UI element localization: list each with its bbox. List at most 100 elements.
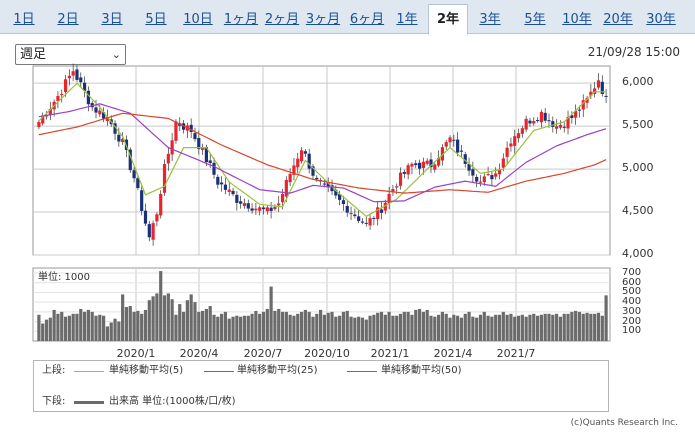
candle-down [570, 115, 574, 119]
candle-up [349, 213, 353, 215]
volume-bar [562, 313, 566, 341]
candle-up [159, 193, 163, 216]
candle-down [307, 153, 311, 169]
period-tabs: 1日 2日 3日 5日 10日 1ヶ月 2ヶ月 3ヶ月 6ヶ月 1年 2年 3年 5年 10年 20年 30年 [0, 0, 695, 35]
candle-up [44, 115, 49, 117]
volume-bar [44, 319, 49, 341]
candle-up [448, 137, 452, 143]
tab-1年[interactable]: 1年 [396, 12, 418, 27]
volume-bar [414, 309, 418, 341]
volume-bar [353, 317, 357, 341]
candle-down [551, 121, 555, 127]
volume-bar [452, 314, 456, 341]
candle-up [296, 158, 300, 168]
volume-bar [516, 315, 521, 341]
volume-bar [391, 315, 395, 341]
candle-down [353, 214, 357, 217]
tab-5年[interactable]: 5年 [524, 12, 546, 27]
tab-2日[interactable]: 2日 [57, 12, 79, 27]
volume-bar [338, 315, 342, 341]
candle-up [383, 202, 387, 211]
candle-down [109, 119, 113, 125]
volume-bar [269, 286, 273, 341]
volume-panel-frame [32, 267, 611, 342]
volume-bar [444, 313, 448, 341]
tab-30年[interactable]: 30年 [646, 12, 676, 27]
candle-down [475, 176, 479, 182]
candle-up [532, 121, 536, 124]
candle-up [524, 118, 528, 130]
candle-up [200, 147, 205, 150]
volume-bar [421, 311, 425, 341]
volume-bar [185, 300, 189, 341]
candle-up [395, 186, 399, 188]
candle-up [155, 214, 159, 222]
price-panel-frame [32, 65, 611, 256]
tab-6ヶ月[interactable]: 6ヶ月 [349, 12, 385, 27]
volume-bar [193, 302, 197, 341]
tab-1日[interactable]: 1日 [13, 12, 35, 27]
tab-3日[interactable]: 3日 [101, 12, 123, 27]
volume-bar [136, 310, 140, 341]
tab-2年[interactable]: 2年 [428, 4, 468, 35]
volume-bar [239, 316, 243, 341]
candle-up [593, 88, 597, 95]
candle-up [185, 125, 189, 131]
tab-1ヶ月[interactable]: 1ヶ月 [223, 12, 259, 27]
volume-bar [288, 314, 292, 341]
volume-bar [596, 312, 601, 341]
tab-10日[interactable]: 10日 [183, 12, 213, 27]
tab-3年[interactable]: 3年 [479, 12, 501, 27]
price-tick-label: 5,000 [622, 161, 654, 175]
candle-up [376, 207, 380, 220]
candle-up [589, 91, 593, 96]
volume-tick-label: 100 [622, 325, 642, 337]
candle-down [417, 162, 422, 169]
volume-bar [121, 294, 125, 341]
candle-up [585, 98, 589, 103]
candle-up [410, 163, 414, 167]
volume-bar [166, 293, 170, 341]
tab-2ヶ月[interactable]: 2ヶ月 [264, 12, 300, 27]
candle-down [379, 209, 384, 213]
candle-up [539, 111, 543, 123]
volume-bar [570, 311, 574, 341]
tab-3ヶ月[interactable]: 3ヶ月 [305, 12, 341, 27]
volume-bar [151, 296, 155, 341]
candle-up [71, 71, 75, 76]
time-tick-label: 2020/1 [116, 347, 156, 360]
candle-down [136, 178, 140, 189]
candle-up [398, 172, 403, 186]
candle-down [90, 103, 94, 108]
volume-unit-label: 単位: 1000 [38, 272, 90, 283]
candle-interval-select[interactable]: 週足 ⌄ [15, 44, 126, 65]
volume-bar [246, 315, 250, 341]
tab-20年[interactable]: 20年 [603, 12, 633, 27]
candle-down [535, 120, 540, 122]
candle-up [566, 117, 570, 129]
candle-down [204, 147, 208, 163]
volume-bar [132, 311, 136, 341]
tab-10年[interactable]: 10年 [562, 12, 592, 27]
candle-down [216, 176, 220, 185]
time-tick-label: 2020/10 [304, 347, 350, 360]
candle-up [433, 164, 437, 170]
volume-bar [383, 314, 387, 341]
candle-down [193, 133, 197, 140]
candle-down [471, 169, 475, 176]
volume-bar [486, 315, 490, 341]
volume-bar [181, 311, 186, 341]
candle-up [478, 181, 483, 183]
volume-bar [147, 300, 151, 341]
volume-bar [581, 313, 585, 341]
legend-volume: 出来高 単位:(1000株/口/枚) [109, 396, 236, 407]
tab-5日[interactable]: 5日 [145, 12, 167, 27]
ma5-line [38, 82, 607, 218]
candle-down [372, 217, 376, 219]
candle-up [280, 194, 285, 203]
volume-bar [220, 313, 224, 341]
time-tick-label: 2021/1 [370, 347, 410, 360]
volume-bar [429, 315, 433, 341]
ma25-line [38, 103, 607, 203]
candle-down [140, 190, 144, 211]
